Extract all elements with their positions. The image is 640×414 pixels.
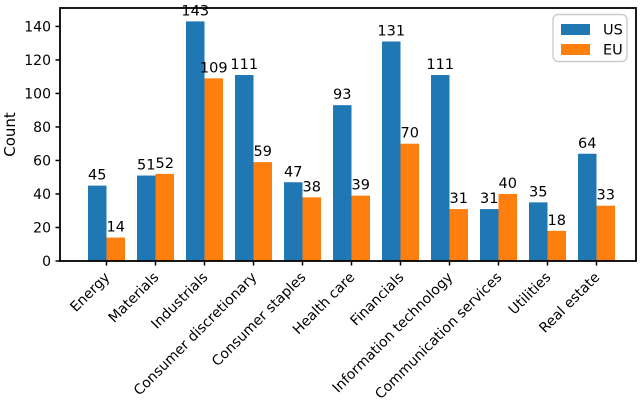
y-tick-label: 60 xyxy=(33,153,51,169)
legend-swatch-us xyxy=(561,24,590,35)
y-tick-label: 20 xyxy=(33,220,51,236)
value-label-eu-consumer-staples: 38 xyxy=(303,179,321,195)
legend-swatch-eu xyxy=(561,44,590,55)
value-label-us-consumer-discretionary: 111 xyxy=(230,57,258,73)
value-label-eu-health-care: 39 xyxy=(352,178,370,194)
bar-eu-real-estate xyxy=(596,205,615,261)
value-label-us-financials: 131 xyxy=(377,24,405,40)
value-label-eu-financials: 70 xyxy=(401,126,419,142)
value-label-us-health-care: 93 xyxy=(333,87,351,103)
bar-us-energy xyxy=(88,185,107,261)
bar-us-real-estate xyxy=(578,153,597,261)
bar-us-consumer-staples xyxy=(284,182,303,261)
value-label-us-real-estate: 64 xyxy=(578,136,596,152)
value-label-eu-communication-services: 40 xyxy=(499,176,517,192)
value-label-us-utilities: 35 xyxy=(529,184,547,200)
y-tick-label: 100 xyxy=(24,86,51,102)
bar-us-financials xyxy=(382,41,401,261)
value-label-eu-energy: 14 xyxy=(107,220,125,236)
value-label-us-materials: 51 xyxy=(137,158,155,174)
bar-eu-materials xyxy=(155,173,174,261)
bar-us-materials xyxy=(137,175,156,261)
bar-eu-energy xyxy=(106,237,125,261)
bar-us-information-technology xyxy=(431,75,450,261)
legend-label-us: US xyxy=(603,23,623,39)
bar-eu-utilities xyxy=(547,230,566,261)
y-tick-label: 120 xyxy=(24,53,51,69)
bar-eu-consumer-staples xyxy=(302,197,321,261)
bar-eu-industrials xyxy=(204,78,223,262)
value-label-us-industrials: 143 xyxy=(181,3,209,19)
bar-us-industrials xyxy=(186,21,205,261)
value-label-us-consumer-staples: 47 xyxy=(284,164,302,180)
bar-eu-health-care xyxy=(351,195,370,261)
y-tick-label: 0 xyxy=(42,254,51,270)
value-label-eu-materials: 52 xyxy=(156,156,174,172)
legend-label-eu: EU xyxy=(603,43,623,59)
value-label-eu-information-technology: 31 xyxy=(450,191,468,207)
bar-us-consumer-discretionary xyxy=(235,75,254,261)
bar-us-health-care xyxy=(333,105,352,262)
bar-eu-information-technology xyxy=(449,209,468,261)
value-label-eu-industrials: 109 xyxy=(200,60,228,76)
value-label-us-communication-services: 31 xyxy=(480,191,498,207)
plot-border-spines xyxy=(59,7,637,262)
bar-eu-consumer-discretionary xyxy=(253,162,272,261)
value-label-eu-utilities: 18 xyxy=(548,213,566,229)
value-label-us-information-technology: 111 xyxy=(426,57,454,73)
y-tick-label: 40 xyxy=(33,187,51,203)
y-tick-label: 140 xyxy=(24,19,51,35)
value-label-eu-real-estate: 33 xyxy=(597,188,615,204)
bar-eu-financials xyxy=(400,143,419,261)
bar-us-communication-services xyxy=(480,209,499,261)
y-axis-label: Count xyxy=(1,112,19,157)
bar-us-utilities xyxy=(529,202,548,261)
value-label-us-energy: 45 xyxy=(88,168,106,184)
y-tick-label: 80 xyxy=(33,120,51,136)
value-label-eu-consumer-discretionary: 59 xyxy=(254,144,272,160)
bar-eu-communication-services xyxy=(498,193,517,261)
